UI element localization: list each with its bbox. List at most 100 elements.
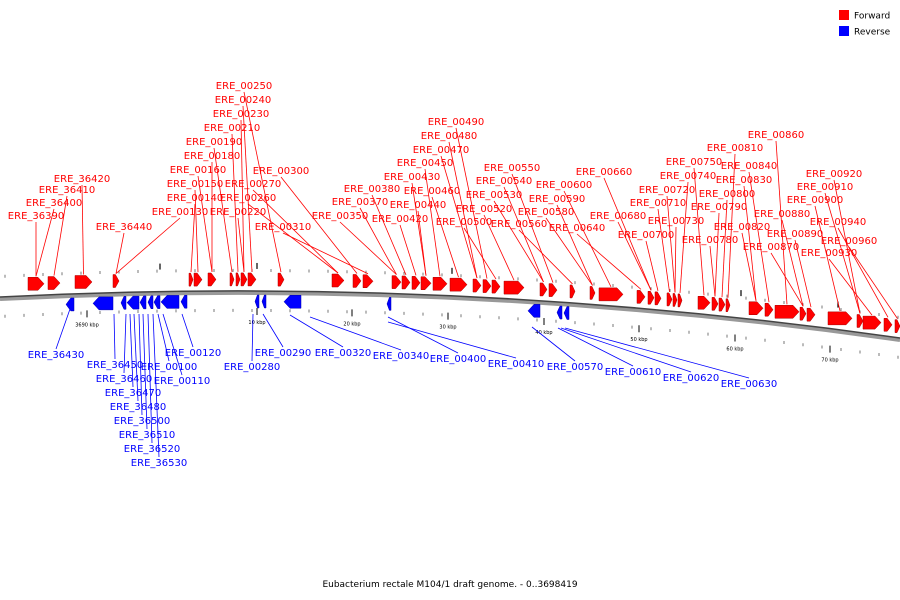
label-leader-line <box>709 245 716 297</box>
label-leader-line <box>824 192 861 314</box>
label-leader-line <box>545 217 593 286</box>
gene-label: ERE_36500 <box>114 416 170 427</box>
label-leader-line <box>483 214 515 281</box>
gene-label: ERE_00590 <box>529 194 585 205</box>
reverse-gene-arrow <box>120 296 127 310</box>
gene-label: ERE_00910 <box>797 182 853 193</box>
label-leader-line <box>152 313 160 458</box>
label-leader-line <box>518 229 573 285</box>
scale-tick-label: 30 kbp <box>439 325 456 331</box>
label-leader-line <box>197 175 213 273</box>
legend: Forward Reverse <box>839 10 891 38</box>
label-leader-line <box>564 327 750 379</box>
label-leader-line <box>280 176 358 274</box>
gene-label: ERE_00870 <box>743 242 799 253</box>
label-leader-line <box>657 208 670 292</box>
gene-label: ERE_00890 <box>767 229 823 240</box>
gene-label: ERE_00530 <box>466 190 522 201</box>
scale-tick-label: 40 kbp <box>535 330 552 336</box>
legend-reverse-swatch <box>839 26 849 36</box>
forward-gene-arrow <box>432 277 448 291</box>
label-leader-line <box>775 140 788 305</box>
gene-label: ERE_00110 <box>154 376 210 387</box>
label-leader-line <box>115 217 181 274</box>
forward-gene-arrow <box>647 290 655 305</box>
forward-gene-arrow <box>27 277 45 291</box>
gene-label: ERE_00190 <box>186 137 242 148</box>
gene-label: ERE_00180 <box>184 151 240 162</box>
gene-label: ERE_36460 <box>96 374 152 385</box>
label-leader-line <box>645 240 659 291</box>
forward-gene-arrow <box>112 274 120 288</box>
gene-label: ERE_00100 <box>141 362 197 373</box>
reverse-gene-arrow <box>261 294 267 309</box>
forward-gene-arrow <box>401 275 411 290</box>
forward-gene-arrow <box>193 272 203 287</box>
gene-label: ERE_00230 <box>213 109 269 120</box>
gene-label: ERE_00410 <box>488 359 544 370</box>
label-leader-line <box>181 313 194 348</box>
gene-label: ERE_36410 <box>39 185 95 196</box>
label-leader-line <box>417 210 427 276</box>
gene-label: ERE_00780 <box>682 235 738 246</box>
forward-gene-arrow <box>774 305 800 319</box>
label-leader-line <box>440 155 478 279</box>
forward-gene-arrow <box>725 298 731 312</box>
forward-gene-arrow <box>598 287 624 302</box>
forward-gene-arrow <box>569 284 576 299</box>
label-leader-line <box>576 233 642 290</box>
gene-label: ERE_36420 <box>54 174 110 185</box>
gene-label: ERE_00450 <box>397 158 453 169</box>
gene-label: ERE_00160 <box>170 165 226 176</box>
label-leader-line <box>563 190 612 288</box>
gene-label: ERE_00740 <box>660 171 716 182</box>
gene-label: ERE_00570 <box>547 362 603 373</box>
label-leader-line <box>309 316 402 351</box>
label-leader-line <box>714 212 720 297</box>
label-leader-line <box>770 252 804 307</box>
reverse-gene-arrow <box>180 294 188 309</box>
label-leader-line <box>133 313 139 402</box>
gene-label: ERE_00350 <box>312 211 368 222</box>
gene-label: ERE_00430 <box>384 172 440 183</box>
forward-gene-arrow <box>827 311 853 326</box>
forward-gene-arrow <box>711 297 719 311</box>
label-leader-line <box>387 321 517 359</box>
gene-label: ERE_00560 <box>491 219 547 230</box>
label-leader-line <box>666 195 676 293</box>
label-leader-line <box>81 184 84 275</box>
label-leader-line <box>138 313 143 416</box>
label-leader-line <box>837 227 889 318</box>
gene-label: ERE_00420 <box>372 214 428 225</box>
label-leader-line <box>289 314 344 348</box>
label-leader-line <box>247 203 339 274</box>
label-leader-line <box>556 204 593 286</box>
label-leader-line <box>35 208 55 277</box>
gene-label: ERE_00730 <box>648 216 704 227</box>
label-leader-line <box>115 232 125 274</box>
gene-label: ERE_00750 <box>666 157 722 168</box>
label-leader-line <box>424 168 441 277</box>
gene-label: ERE_00790 <box>691 202 747 213</box>
label-leader-line <box>194 189 199 273</box>
scale-ticks: 3690 kbp 10 kbp 20 kbp 30 kbp 40 kbp 50 kbp 60… <box>4 262 899 364</box>
genome-backbone-line <box>0 290 900 339</box>
forward-gene-arrow <box>862 315 882 330</box>
label-leader-line <box>157 313 170 362</box>
forward-gene-arrow <box>636 290 646 304</box>
gene-label: ERE_00720 <box>639 185 695 196</box>
forward-gene-arrow <box>472 278 482 293</box>
gene-label: ERE_00490 <box>428 117 484 128</box>
reverse-gene-arrow <box>92 296 114 311</box>
label-leader-line <box>828 258 873 316</box>
forward-gene-arrow <box>277 272 285 287</box>
scale-tick-label: 3690 kbp <box>75 322 99 328</box>
forward-gene-arrow <box>331 273 345 288</box>
scale-tick-label: 50 kbp <box>630 337 647 343</box>
label-leader-line <box>142 313 148 430</box>
legend-forward-swatch <box>839 10 849 20</box>
forward-gene-arrow <box>188 272 194 287</box>
gene-label: ERE_00860 <box>748 130 804 141</box>
gene-label: ERE_00960 <box>821 236 877 247</box>
